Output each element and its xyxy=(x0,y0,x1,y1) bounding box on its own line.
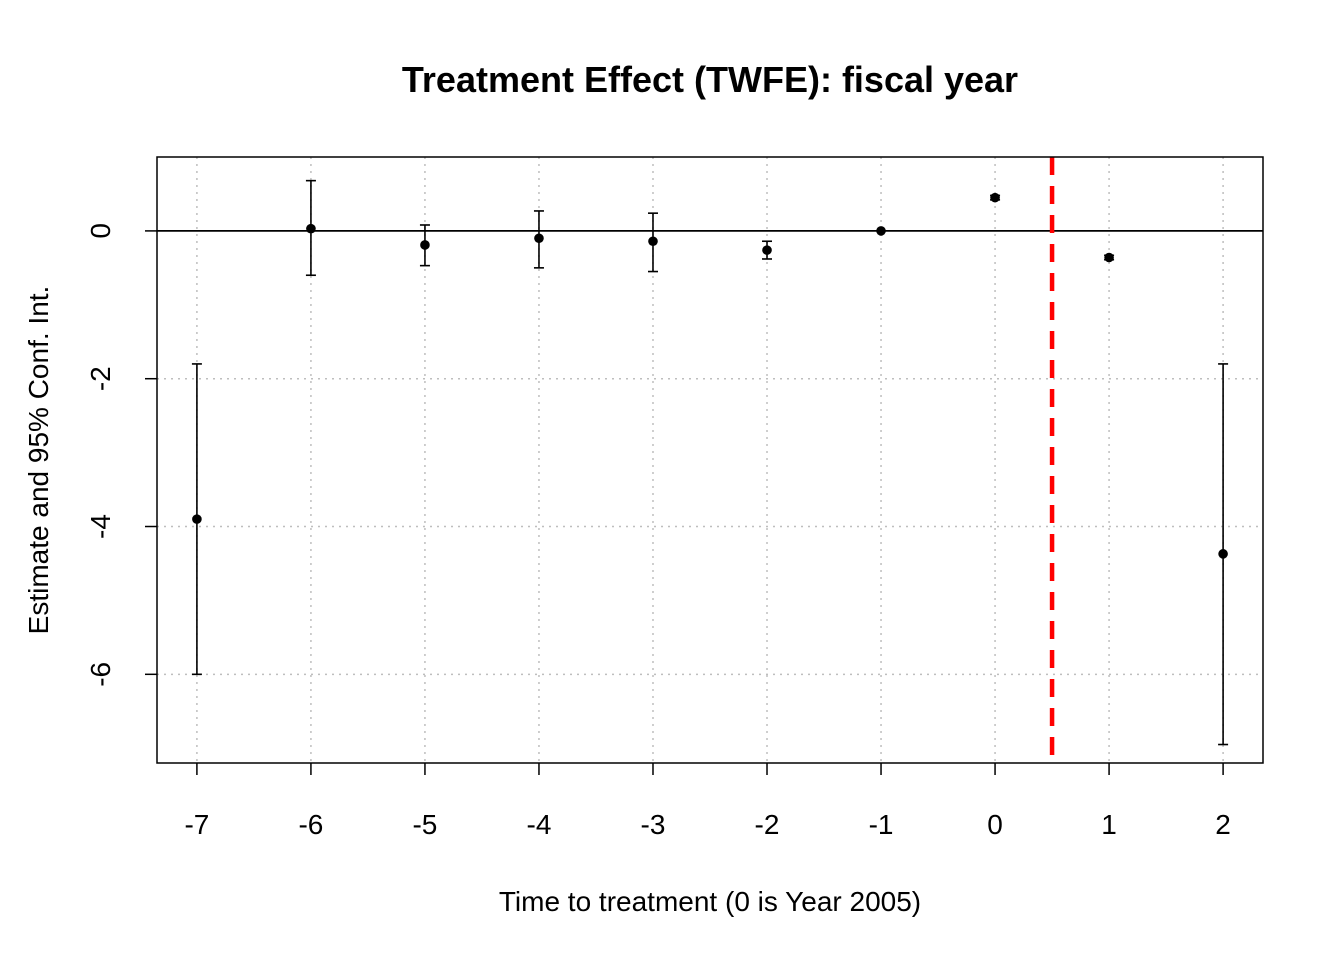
x-tick-label: -5 xyxy=(412,809,437,840)
data-points xyxy=(192,192,1228,559)
x-tick-label: -2 xyxy=(755,809,780,840)
y-tick-label: -4 xyxy=(85,514,116,539)
x-tick-label: 2 xyxy=(1215,809,1231,840)
data-point xyxy=(192,514,202,524)
x-tick-label: -3 xyxy=(641,809,666,840)
data-point xyxy=(420,240,430,250)
x-tick-label: -7 xyxy=(184,809,209,840)
y-axis-label: Estimate and 95% Conf. Int. xyxy=(23,286,54,635)
data-point xyxy=(1218,549,1228,559)
x-tick-label: -1 xyxy=(869,809,894,840)
x-tick-label: -4 xyxy=(527,809,552,840)
y-tick-label: -6 xyxy=(85,662,116,687)
plot-frame xyxy=(156,156,1264,764)
x-tick-label: 0 xyxy=(987,809,1003,840)
x-axis: -7 -6 -5 -4 -3 -2 -1 0 1 2 xyxy=(184,763,1231,840)
data-point xyxy=(534,233,544,244)
y-tick-label: 0 xyxy=(85,223,116,239)
y-axis: 0 -2 -4 -6 xyxy=(85,223,157,687)
x-tick-label: -6 xyxy=(298,809,323,840)
y-tick-label: -2 xyxy=(85,366,116,391)
data-point xyxy=(876,226,886,236)
data-point xyxy=(306,223,316,234)
x-axis-label: Time to treatment (0 is Year 2005) xyxy=(499,886,921,917)
data-point xyxy=(1104,252,1114,263)
data-point xyxy=(990,192,1000,203)
data-point xyxy=(762,245,772,255)
data-point xyxy=(648,236,658,247)
x-tick-label: 1 xyxy=(1101,809,1117,840)
chart-title: Treatment Effect (TWFE): fiscal year xyxy=(402,59,1018,100)
